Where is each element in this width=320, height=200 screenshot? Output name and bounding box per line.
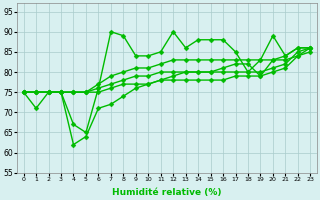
X-axis label: Humidité relative (%): Humidité relative (%)	[112, 188, 222, 197]
